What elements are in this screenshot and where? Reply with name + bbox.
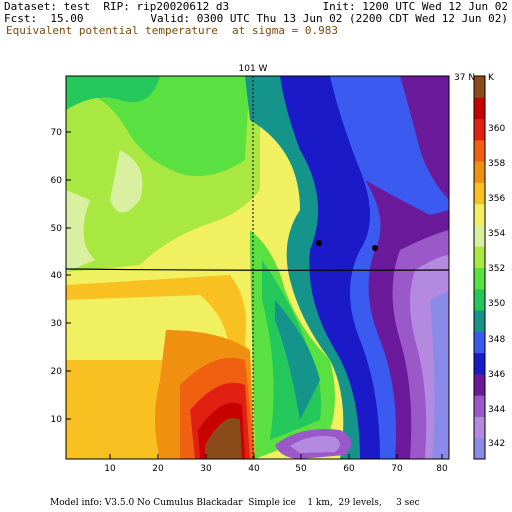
colorbar-segment	[474, 161, 485, 183]
x-axis: 10 20 30 40 50 60 70 80	[104, 454, 448, 474]
dataset-label: Dataset: test RIP: rip20020612 d3	[4, 0, 230, 13]
y-tick-label: 20	[51, 367, 63, 377]
colorbar-frame	[473, 75, 486, 460]
colorbar-segment	[474, 203, 485, 226]
colorbar-label: 348	[488, 335, 505, 345]
field-label: Equivalent potential temperature	[6, 24, 218, 37]
colorbar-segment	[474, 224, 485, 247]
level-label: at sigma = 0.983	[232, 24, 338, 37]
y-tick-label: 50	[51, 224, 63, 234]
colorbar-segment	[474, 267, 485, 290]
colorbar-label: 358	[488, 159, 505, 169]
x-tick-label: 50	[295, 464, 307, 474]
y-axis: 10 20 30 40 50 60 70	[51, 128, 71, 425]
x-tick-label: 10	[104, 464, 116, 474]
colorbar-segment	[474, 310, 485, 332]
colorbar-segment	[474, 118, 485, 141]
x-tick-label: 80	[436, 464, 448, 474]
colorbar	[473, 75, 486, 460]
colorbar-label: 356	[488, 194, 505, 204]
forecast-label: Fcst: 15.00	[4, 12, 84, 25]
x-tick-label: 60	[343, 464, 355, 474]
colorbar-label: 342	[488, 439, 505, 449]
colorbar-segment	[474, 437, 485, 460]
colorbar-segment	[474, 331, 485, 354]
colorbar-segment	[474, 139, 485, 162]
colorbar-label: 350	[488, 299, 505, 309]
colorbar-label: 354	[488, 229, 505, 239]
colorbar-segment	[474, 373, 485, 396]
plot-frame	[65, 75, 450, 460]
x-tick-label: 70	[391, 464, 403, 474]
colorbar-unit: K	[488, 73, 495, 83]
colorbar-label: 360	[488, 124, 505, 134]
colorbar-segment	[474, 182, 485, 205]
x-tick-label: 40	[248, 464, 260, 474]
colorbar-labels: 342 344 346 348 350 352 354 356 358 360	[488, 124, 505, 449]
colorbar-segment	[474, 97, 485, 120]
colorbar-label: 346	[488, 370, 505, 380]
parallel-label: 37 N	[454, 73, 475, 83]
colorbar-segment	[474, 395, 485, 417]
colorbar-segment	[474, 246, 485, 268]
parallel-line	[65, 268, 450, 271]
colorbar-segment	[474, 352, 485, 375]
y-tick-label: 40	[51, 271, 63, 281]
colorbar-label: 344	[488, 405, 505, 415]
station-dot	[372, 245, 378, 251]
y-tick-label: 60	[51, 176, 63, 186]
colorbar-segment	[474, 76, 485, 98]
colorbar-segment	[474, 416, 485, 439]
colorbar-segment	[474, 288, 485, 311]
contour-field	[66, 76, 449, 459]
y-tick-label: 30	[51, 319, 63, 329]
station-dot	[316, 240, 322, 246]
y-tick-label: 10	[51, 415, 63, 425]
model-info: Model info: V3.5.0 No Cumulus Blackadar …	[50, 498, 420, 508]
init-label: Init: 1200 UTC Wed 12 Jun 02	[322, 0, 508, 13]
x-tick-label: 20	[152, 464, 164, 474]
meridian-label: 101 W	[239, 64, 268, 74]
valid-label: Valid: 0300 UTC Thu 13 Jun 02 (2200 CDT …	[150, 12, 508, 25]
x-tick-label: 30	[200, 464, 212, 474]
colorbar-label: 352	[488, 264, 505, 274]
y-tick-label: 70	[51, 128, 63, 138]
